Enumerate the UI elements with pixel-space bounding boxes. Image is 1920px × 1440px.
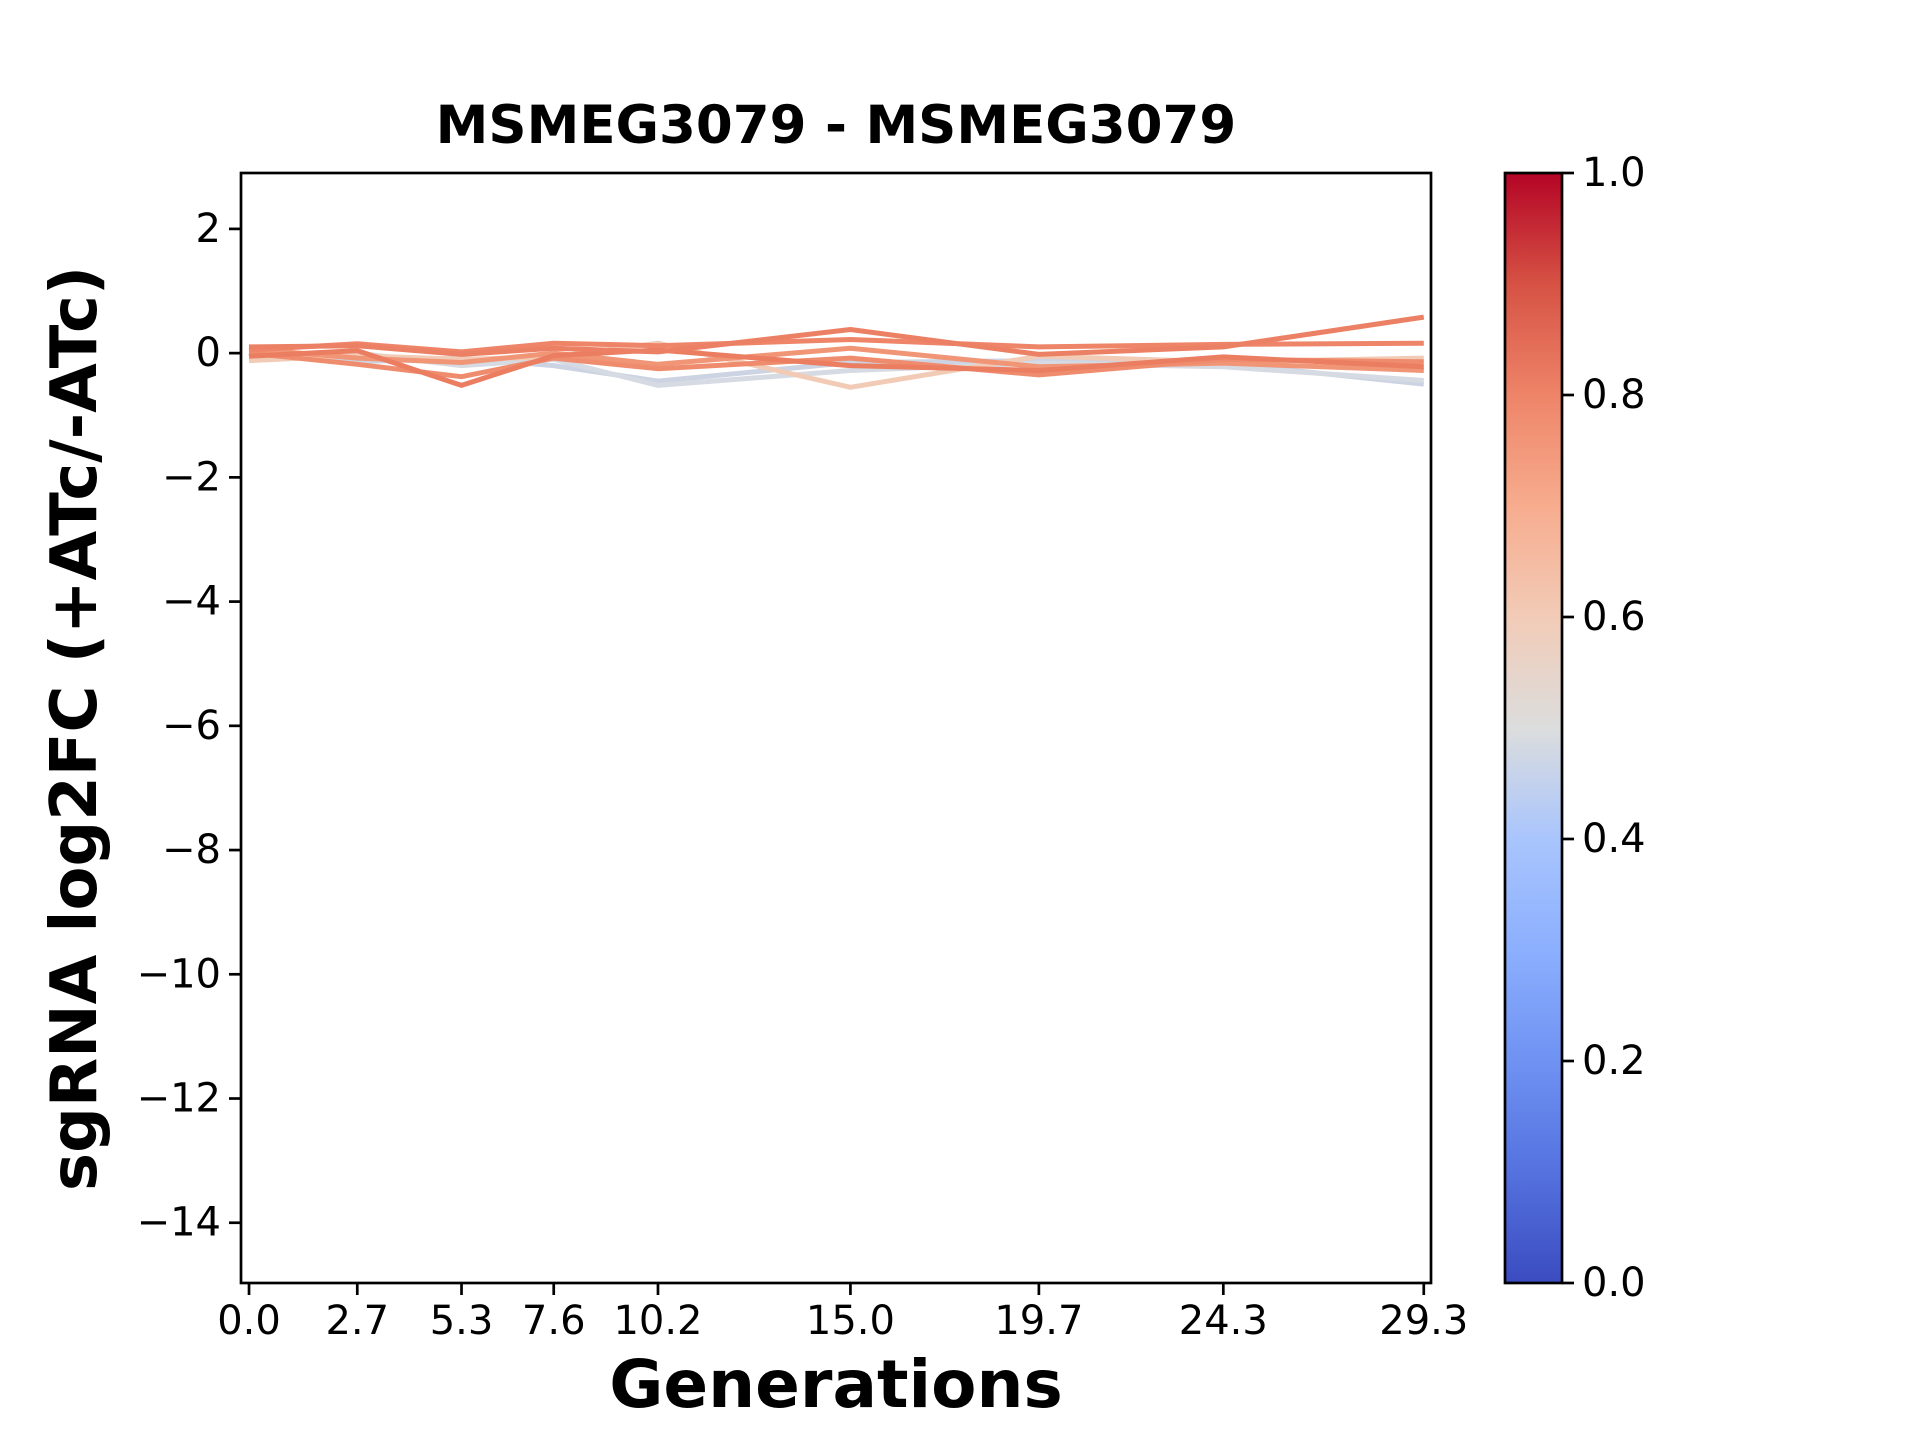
x-axis-label: Generations: [609, 1346, 1063, 1423]
y-tick-label: 0: [196, 330, 221, 376]
colorbar-tick-label: 0.2: [1582, 1038, 1646, 1084]
series-line-line-5: [248, 350, 1424, 380]
y-tick-label: 2: [196, 206, 221, 252]
x-axis: 0.0 2.7 5.3 7.6 10.2 15.0 19.7 24.3 29.3: [217, 1283, 1468, 1344]
colorbar-tick-label: 0.6: [1582, 594, 1646, 640]
y-tick-label: −12: [137, 1076, 221, 1122]
series-line-line-8: [248, 314, 1425, 357]
x-tick-label: 5.3: [430, 1298, 494, 1344]
chart-title: MSMEG3079 - MSMEG3079: [435, 95, 1237, 156]
x-tick-label: 7.6: [522, 1298, 586, 1344]
x-tick-label: 29.3: [1379, 1298, 1468, 1344]
y-tick-label: −4: [162, 579, 221, 625]
colorbar: 1.0 0.8 0.6 0.4 0.2 0.0: [1503, 150, 1646, 1306]
x-tick-label: 15.0: [806, 1298, 895, 1344]
x-tick-label: 24.3: [1179, 1298, 1268, 1344]
colorbar-tick-label: 1.0: [1582, 150, 1646, 196]
x-tick-label: 10.2: [613, 1298, 702, 1344]
colorbar-tick-label: 0.8: [1582, 372, 1646, 418]
colorbar-bar: [1503, 171, 1564, 1285]
colorbar-tick-label: 0.4: [1582, 816, 1646, 862]
y-tick-label: −6: [162, 703, 221, 749]
y-tick-label: −8: [162, 827, 221, 873]
colorbar-tick-label: 0.0: [1582, 1260, 1646, 1306]
y-tick-label: −10: [137, 951, 221, 997]
x-tick-label: 0.0: [217, 1298, 281, 1344]
x-tick-label: 19.7: [994, 1298, 1083, 1344]
y-axis: 2 0 −2 −4 −6 −8 −10 −12 −14: [137, 206, 241, 1246]
y-tick-label: −2: [162, 454, 221, 500]
x-tick-label: 2.7: [325, 1298, 389, 1344]
axes-spines: [239, 171, 1433, 1285]
y-tick-label: −14: [137, 1200, 221, 1246]
series-lines: [248, 314, 1425, 390]
